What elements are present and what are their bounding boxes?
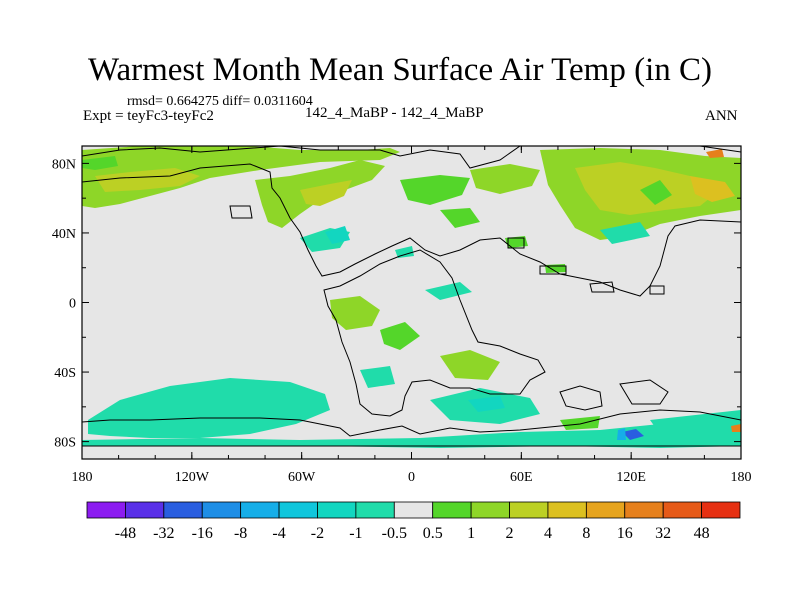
x-tick-label: 120W: [175, 470, 210, 485]
coastline: [229, 205, 253, 219]
x-tick-label: 60W: [288, 470, 316, 485]
colorbar-swatch: [317, 501, 357, 519]
contour-region: [731, 424, 741, 432]
colorbar-swatch: [86, 501, 126, 519]
experiment-label: Expt = teyFc3-teyFc2: [83, 108, 214, 124]
colorbar-label: -1: [349, 525, 362, 542]
contour-region: [617, 428, 626, 440]
colorbar-label: -48: [115, 525, 136, 542]
y-tick-label: 40S: [54, 366, 76, 381]
colorbar-label: 4: [544, 525, 552, 542]
x-axis-labels: 180 120W 60W 0 60E 120E 180: [72, 470, 752, 485]
coastline: [619, 379, 669, 405]
colorbar-swatch: [509, 501, 549, 519]
x-tick-label: 180: [731, 470, 752, 485]
colorbar-swatch: [432, 501, 472, 519]
colorbar-label: 0.5: [423, 525, 443, 542]
colorbar-label: -2: [311, 525, 324, 542]
case-label: 142_4_MaBP - 142_4_MaBP: [305, 105, 484, 121]
colorbar: [86, 501, 741, 519]
y-tick-label: 80N: [52, 157, 76, 172]
x-tick-label: 180: [72, 470, 93, 485]
contour-region: [82, 146, 400, 208]
colorbar-label: -8: [234, 525, 247, 542]
colorbar-label: 8: [582, 525, 590, 542]
colorbar-swatch: [701, 501, 741, 519]
stats-line: rmsd= 0.664275 diff= 0.0311604: [127, 94, 313, 109]
contour-region: [468, 396, 505, 412]
y-tick-label: 0: [69, 297, 76, 312]
contour-region: [82, 156, 118, 170]
colorbar-swatch: [662, 501, 702, 519]
colorbar-label: -16: [192, 525, 213, 542]
contour-region: [560, 416, 600, 430]
colorbar-swatch: [624, 501, 664, 519]
contour-region: [640, 180, 672, 205]
colorbar-swatch: [585, 501, 626, 519]
colorbar-swatch: [240, 501, 280, 519]
colorbar-swatch: [201, 501, 242, 519]
contour-region: [380, 322, 420, 350]
contour-fills: [82, 146, 741, 448]
colorbar-swatch: [278, 501, 318, 519]
colorbar-label: -4: [272, 525, 285, 542]
chart-title: Warmest Month Mean Surface Air Temp (in …: [87, 52, 713, 88]
contour-region: [82, 418, 741, 448]
coastline: [539, 265, 567, 275]
coastline: [323, 249, 546, 417]
contour-region: [360, 366, 395, 388]
y-axis-labels: 80N 40N 0 40S 80S: [52, 157, 76, 450]
contour-region: [600, 222, 650, 244]
contour-region: [440, 208, 480, 228]
contour-region: [88, 378, 330, 438]
coastline: [82, 409, 741, 447]
colorbar-swatch: [125, 501, 165, 519]
colorbar-label: 48: [694, 525, 710, 542]
colorbar-label: -32: [153, 525, 174, 542]
x-tick-label: 120E: [616, 470, 646, 485]
contour-region: [330, 296, 380, 330]
coastline: [649, 285, 665, 295]
season-label: ANN: [705, 108, 738, 124]
colorbar-swatch: [355, 501, 395, 519]
contour-region: [95, 168, 200, 192]
colorbar-swatch: [163, 501, 203, 519]
colorbar-label: 2: [506, 525, 514, 542]
x-axis-ticks: [81, 146, 742, 459]
colorbar-swatch: [470, 501, 510, 519]
x-tick-label: 0: [408, 470, 415, 485]
coastline: [589, 281, 615, 293]
contour-region: [505, 236, 528, 248]
contour-region: [325, 226, 350, 244]
coastlines: [82, 146, 741, 447]
contour-region: [706, 149, 724, 158]
contour-region: [690, 176, 735, 202]
coastline: [559, 385, 603, 411]
contour-region: [395, 246, 414, 258]
y-axis-ticks: [82, 162, 741, 443]
contour-region: [400, 175, 470, 205]
colorbar-labels: -48 -32 -16 -8 -4 -2 -1 -0.5 0.5 1 2 4 8 16 32 48: [115, 525, 710, 542]
contour-region: [440, 350, 500, 380]
colorbar-label: -0.5: [382, 525, 407, 542]
contour-region: [425, 282, 472, 300]
y-tick-label: 40N: [52, 227, 76, 242]
colorbar-label: 16: [617, 525, 633, 542]
colorbar-swatch: [547, 501, 587, 519]
x-tick-label: 60E: [510, 470, 533, 485]
colorbar-label: 32: [655, 525, 671, 542]
coastline: [507, 237, 525, 249]
contour-region: [622, 429, 644, 440]
colorbar-swatch: [393, 501, 434, 519]
colorbar-label: 1: [467, 525, 475, 542]
contour-region: [300, 180, 352, 206]
contour-region: [470, 164, 540, 194]
y-tick-label: 80S: [54, 436, 76, 451]
